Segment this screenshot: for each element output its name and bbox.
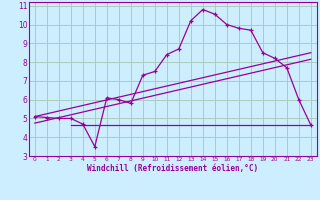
X-axis label: Windchill (Refroidissement éolien,°C): Windchill (Refroidissement éolien,°C) xyxy=(87,164,258,173)
